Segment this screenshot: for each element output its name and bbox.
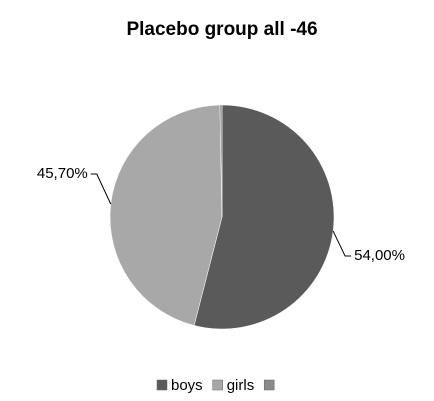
legend-swatch bbox=[156, 379, 168, 391]
legend-swatch bbox=[263, 379, 275, 391]
pie-slice bbox=[219, 104, 223, 218]
leader-line bbox=[332, 230, 352, 257]
data-label: 54,00% bbox=[354, 247, 405, 264]
legend-swatch bbox=[212, 379, 223, 391]
pie-slice bbox=[109, 104, 223, 326]
data-label: 45,70% bbox=[37, 165, 88, 182]
legend-label: boys bbox=[171, 377, 203, 394]
leader-line bbox=[90, 173, 112, 205]
chart-title: Placebo group all -46 bbox=[126, 19, 317, 40]
legend-label: girls bbox=[227, 377, 255, 394]
